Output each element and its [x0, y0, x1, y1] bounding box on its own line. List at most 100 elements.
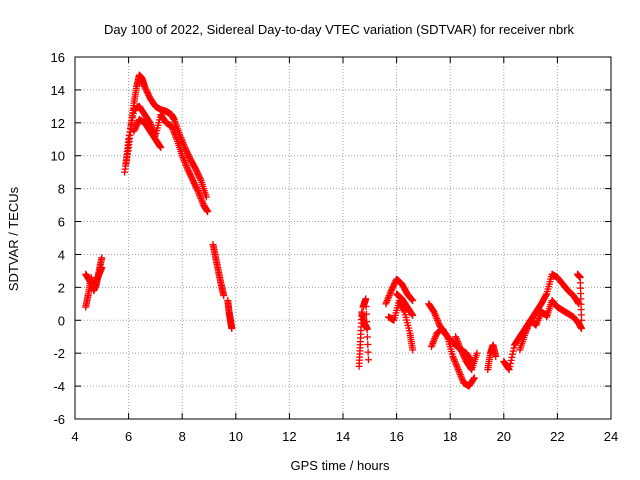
data-point: [157, 144, 165, 151]
data-point: [125, 132, 133, 140]
data-point: [470, 375, 478, 383]
data-point: [452, 359, 460, 367]
data-point: [194, 186, 202, 194]
y-tick-label: 10: [51, 149, 65, 164]
data-point: [523, 326, 531, 334]
x-tick-label: 10: [229, 429, 243, 444]
x-axis-ticks: 4 6 8 10 12 14 16 18 20 22 24: [71, 57, 618, 444]
data-point: [128, 117, 136, 125]
data-point: [178, 152, 186, 160]
data-point: [179, 153, 187, 161]
data-point: [506, 363, 514, 371]
data-point: [362, 310, 370, 318]
data-point: [430, 336, 438, 344]
data-point: [427, 343, 435, 351]
data-point: [508, 353, 516, 361]
data-point: [433, 315, 441, 323]
x-tick-label: 22: [550, 429, 564, 444]
data-point: [127, 120, 135, 128]
chart-title: Day 100 of 2022, Sidereal Day-to-day VTE…: [104, 22, 575, 37]
data-point: [525, 320, 533, 328]
x-tick-label: 16: [389, 429, 403, 444]
data-point: [386, 290, 394, 298]
data-point: [385, 292, 393, 300]
x-tick-label: 14: [336, 429, 350, 444]
data-point: [449, 352, 457, 360]
data-point: [522, 328, 530, 336]
data-point: [382, 300, 390, 308]
data-point: [180, 140, 188, 148]
data-point: [197, 195, 205, 203]
data-point: [458, 376, 466, 384]
data-point: [578, 316, 586, 324]
data-point: [409, 297, 417, 305]
y-tick-label: 16: [51, 50, 65, 65]
data-point: [455, 341, 463, 349]
data-points: [82, 71, 586, 390]
data-point: [172, 132, 179, 140]
y-tick-label: 12: [51, 116, 65, 131]
data-point: [98, 254, 106, 262]
data-point: [431, 333, 439, 341]
data-point: [182, 160, 190, 168]
data-point: [195, 190, 203, 198]
data-point: [179, 139, 187, 147]
y-tick-label: 6: [58, 215, 65, 230]
data-point: [385, 293, 393, 301]
data-point: [383, 297, 391, 305]
data-point: [451, 357, 459, 365]
data-point: [432, 313, 440, 321]
data-point: [409, 346, 417, 354]
data-point: [180, 157, 188, 165]
data-point: [194, 188, 202, 196]
data-point: [181, 158, 189, 166]
x-tick-label: 24: [604, 429, 618, 444]
data-point: [363, 325, 371, 333]
data-point: [196, 191, 204, 199]
data-point: [535, 315, 543, 323]
data-point: [220, 292, 228, 300]
y-tick-label: -6: [53, 412, 65, 427]
data-point: [454, 338, 462, 346]
data-point: [507, 356, 515, 364]
x-tick-label: 4: [71, 429, 78, 444]
data-point: [509, 347, 517, 355]
data-point: [430, 308, 438, 316]
data-point: [456, 369, 464, 377]
data-point: [431, 334, 439, 342]
data-point: [532, 321, 540, 329]
y-tick-label: 8: [58, 182, 65, 197]
data-point: [533, 318, 541, 326]
data-point: [452, 334, 460, 342]
data-point: [456, 344, 464, 352]
data-point: [453, 362, 461, 370]
x-tick-label: 12: [282, 429, 296, 444]
data-point: [455, 367, 463, 375]
data-point: [126, 128, 134, 136]
data-point: [443, 332, 451, 340]
x-tick-label: 18: [443, 429, 457, 444]
data-point: [182, 162, 190, 170]
data-point: [456, 371, 464, 379]
data-point: [168, 124, 176, 132]
data-point: [450, 356, 458, 364]
data-point: [364, 348, 372, 356]
x-tick-label: 8: [179, 429, 186, 444]
data-point: [578, 325, 586, 332]
data-point: [170, 129, 178, 137]
data-point: [505, 366, 513, 374]
data-point: [407, 295, 415, 303]
data-point: [202, 193, 210, 201]
data-point: [533, 320, 541, 328]
data-point: [363, 318, 371, 326]
data-point: [509, 350, 517, 358]
data-point: [156, 142, 164, 150]
data-point: [524, 323, 532, 331]
data-point: [535, 313, 543, 321]
grid-lines: [75, 57, 611, 419]
data-point: [363, 333, 371, 341]
y-tick-label: -4: [53, 379, 65, 394]
data-point: [470, 374, 478, 382]
data-point: [523, 325, 531, 332]
